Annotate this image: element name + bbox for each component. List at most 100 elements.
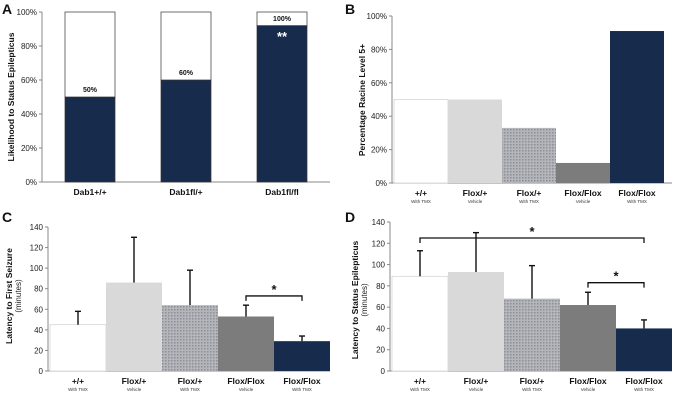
panel-b-letter: B xyxy=(345,1,355,17)
panel-d-bar-0 xyxy=(391,275,449,372)
panel-b-subcategory-label-3: Vehicle xyxy=(576,199,591,204)
panel-b-ylabel: Percentage Racine Level 5+ xyxy=(357,44,367,156)
panel-c-bar-1 xyxy=(106,282,162,371)
panel-c-subcategory-label-4: With TMX xyxy=(292,387,312,392)
panel-d-category-label-0: +/+ xyxy=(414,376,426,386)
panel-d-letter: D xyxy=(345,209,355,225)
panel-d-subcategory-label-4: With TMX xyxy=(634,387,654,392)
panel-b-ytick-label: 80% xyxy=(371,45,387,54)
panel-c-ytick-label: 120 xyxy=(30,244,44,253)
panel-b-subcategory-label-2: With TMX xyxy=(519,199,539,204)
panel-c-ytick-label: 140 xyxy=(30,223,44,232)
panel-d: D Latency to Status Epilepticus (minutes… xyxy=(345,209,672,392)
panel-b-category-label-0: +/+ xyxy=(415,188,427,198)
panel-a-letter: A xyxy=(2,1,12,17)
panel-d-subcategory-label-0: With TMX xyxy=(410,387,430,392)
panel-d-category-label-4: Flox/Flox xyxy=(625,376,663,386)
panel-c-bar-4 xyxy=(274,341,330,371)
panel-d-ytick-label: 40 xyxy=(376,324,385,333)
panel-d-ylabel: Latency to Status Epilepticus xyxy=(350,240,360,359)
panel-a-bar-rest-1 xyxy=(160,11,212,81)
panel-b-category-label-3: Flox/Flox xyxy=(564,188,602,198)
panel-d-subcategory-label-2: With TMX xyxy=(522,387,542,392)
panel-c-bar-2 xyxy=(162,305,218,371)
panel-a-category-label-2: Dab1fl/fl xyxy=(265,187,299,197)
panel-d-significance-bracket-1 xyxy=(587,282,645,288)
panel-b-ytick-label: 20% xyxy=(371,146,387,155)
panel-d-bar-3 xyxy=(560,305,616,371)
panel-c-subcategory-label-1: Vehicle xyxy=(127,387,142,392)
panel-b-ytick-label: 40% xyxy=(371,112,387,121)
panel-a-bar-rest-0 xyxy=(64,11,116,98)
panel-c-ytick-label: 60 xyxy=(34,305,43,314)
panel-c-significance-star-0: * xyxy=(271,282,277,297)
panel-d-ytick-label: 20 xyxy=(376,346,385,355)
panel-c-subcategory-label-3: Vehicle xyxy=(239,387,254,392)
panel-d-significance-star-1: * xyxy=(613,269,619,284)
panel-b-category-label-2: Flox/+ xyxy=(517,188,542,198)
panel-d-ytick-label: 0 xyxy=(381,367,386,376)
panel-c-category-label-2: Flox/+ xyxy=(178,376,203,386)
panel-d-ylabel-units: (minutes) xyxy=(360,283,369,317)
panel-a-bar-label-1: 60% xyxy=(179,70,194,77)
panel-a-significance: ** xyxy=(277,29,288,44)
panel-b-bar-2 xyxy=(502,127,556,183)
panel-b-category-label-1: Flox/+ xyxy=(463,188,488,198)
panel-c-subcategory-label-2: With TMX xyxy=(180,387,200,392)
panel-b-category-label-4: Flox/Flox xyxy=(618,188,656,198)
panel-a-category-label-0: Dab1+/+ xyxy=(73,187,106,197)
panel-d-subcategory-label-3: Vehicle xyxy=(581,387,596,392)
panel-a: A Likelihood to Status Epilepticus 0% 20%… xyxy=(2,1,330,197)
panel-d-ytick-label: 60 xyxy=(376,303,385,312)
panel-c-ytick-label: 100 xyxy=(30,264,44,273)
panel-c-category-label-4: Flox/Flox xyxy=(283,376,321,386)
panel-d-subcategory-label-1: Vehicle xyxy=(469,387,484,392)
panel-a-bar-se-0 xyxy=(64,96,116,183)
panel-a-bar-label-0: 50% xyxy=(83,87,98,94)
panel-a-bar-se-2 xyxy=(256,25,308,183)
panel-a-ytick-label: 80% xyxy=(21,42,37,51)
panel-c-significance-bracket-0 xyxy=(245,295,303,301)
panel-b-ytick-label: 100% xyxy=(367,12,387,21)
panel-c-subcategory-label-0: With TMX xyxy=(68,387,88,392)
panel-a-ytick-label: 20% xyxy=(21,144,37,153)
panel-b-significance: ** xyxy=(632,18,643,33)
panel-c-category-label-3: Flox/Flox xyxy=(227,376,265,386)
panel-b-subcategory-label-4: With TMX xyxy=(627,199,647,204)
panel-b-bar-3 xyxy=(556,162,610,183)
panel-d-ytick-label: 80 xyxy=(376,282,385,291)
panel-b-subcategory-label-0: With TMX xyxy=(411,199,431,204)
panel-c-ytick-label: 40 xyxy=(34,326,43,335)
panel-c: C Latency to First Seizure (minutes) 0 20… xyxy=(2,209,330,392)
panel-d-bar-2 xyxy=(504,298,560,371)
panel-d-category-label-3: Flox/Flox xyxy=(569,376,607,386)
panel-c-letter: C xyxy=(2,209,12,225)
panel-b-bar-1 xyxy=(448,99,502,183)
panel-a-category-label-1: Dab1fl/+ xyxy=(169,187,202,197)
panel-a-bar-se-1 xyxy=(160,79,212,183)
panel-a-ylabel: Likelihood to Status Epilepticus xyxy=(6,32,16,161)
panel-c-bar-0 xyxy=(49,324,107,372)
panel-a-ytick-label: 40% xyxy=(21,110,37,119)
panel-a-ytick-label: 60% xyxy=(21,76,37,85)
panel-b-bar-0 xyxy=(393,99,449,184)
panel-b-bar-4 xyxy=(610,31,664,184)
panel-c-bar-3 xyxy=(218,316,274,371)
panel-b-ytick-label: 0% xyxy=(375,179,387,188)
panel-b: B Percentage Racine Level 5+ 0% 20% 40% 60%… xyxy=(345,1,672,204)
panel-b-subcategory-label-1: Vehicle xyxy=(468,199,483,204)
panel-c-ytick-label: 20 xyxy=(34,346,43,355)
panel-c-category-label-1: Flox/+ xyxy=(122,376,147,386)
panel-d-bar-1 xyxy=(448,272,504,371)
panel-d-ytick-label: 120 xyxy=(372,239,386,248)
panel-d-significance-star-0: * xyxy=(529,224,535,239)
panel-d-bar-4 xyxy=(616,328,672,371)
panel-c-ylabel-units: (minutes) xyxy=(14,279,23,313)
panel-c-category-label-0: +/+ xyxy=(72,376,84,386)
panel-a-ytick-label: 100% xyxy=(17,8,37,17)
panel-c-ylabel: Latency to First Seizure xyxy=(4,248,14,344)
panel-d-significance-bracket-0 xyxy=(419,237,645,243)
panel-a-bar-label-2: 100% xyxy=(273,16,292,23)
panel-a-bar-rest-2 xyxy=(256,11,308,26)
